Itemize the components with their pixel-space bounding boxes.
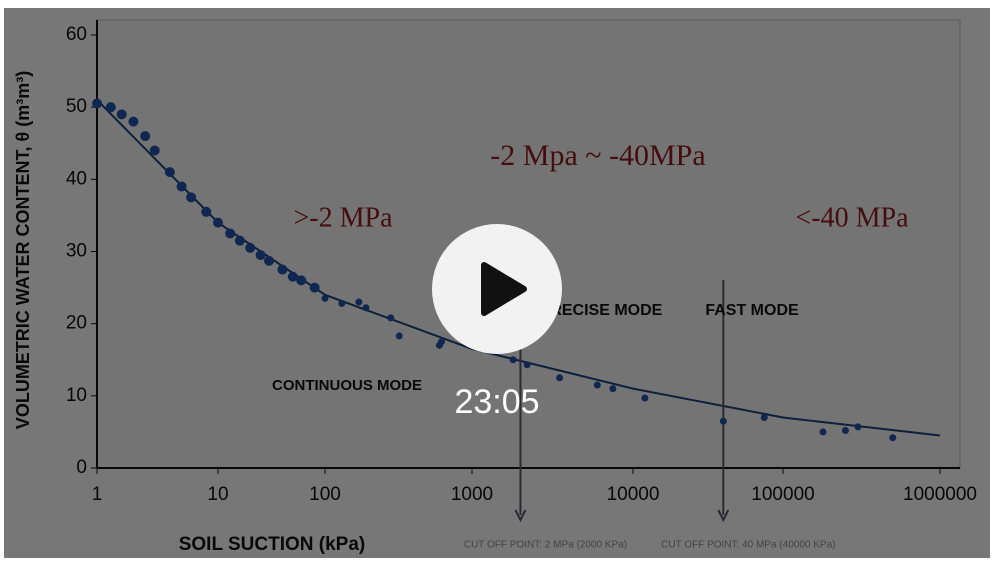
play-icon[interactable] bbox=[481, 262, 527, 316]
play-button[interactable] bbox=[432, 224, 562, 354]
duration: 23:05 bbox=[454, 383, 539, 421]
